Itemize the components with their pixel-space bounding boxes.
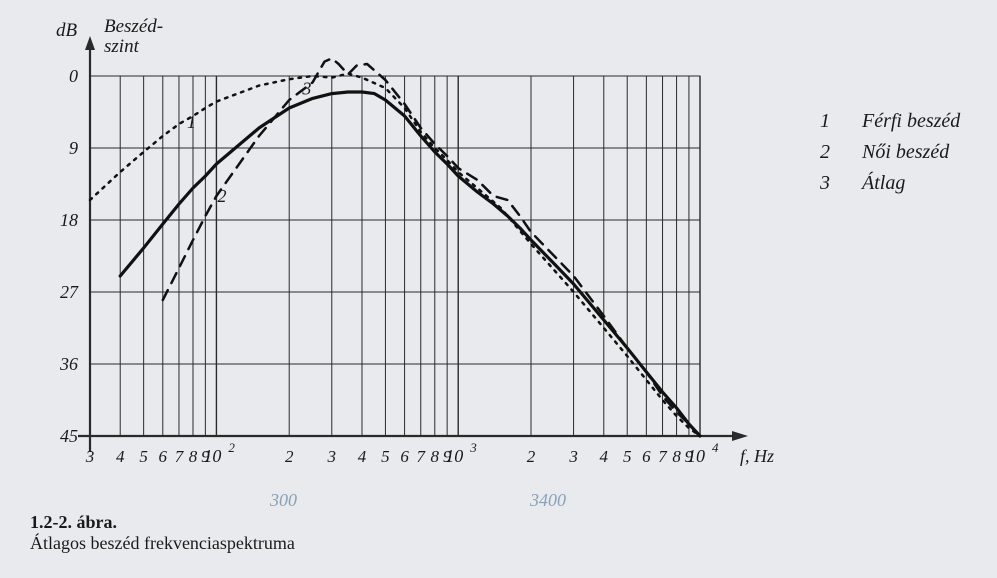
svg-text:5: 5 bbox=[623, 447, 632, 466]
chart-svg: 0918273645345678934567893456789221021031… bbox=[20, 10, 810, 510]
svg-text:szint: szint bbox=[104, 36, 140, 57]
curve-label: 2 bbox=[218, 186, 227, 206]
svg-text:3: 3 bbox=[85, 447, 95, 466]
svg-text:10: 10 bbox=[687, 446, 705, 466]
curve-label: 3 bbox=[301, 78, 311, 98]
svg-text:0: 0 bbox=[69, 66, 78, 86]
svg-text:f, Hz: f, Hz bbox=[740, 446, 774, 466]
legend-num: 2 bbox=[820, 141, 836, 164]
svg-text:2: 2 bbox=[228, 440, 235, 455]
speech-spectrum-chart: 0918273645345678934567893456789221021031… bbox=[20, 10, 810, 515]
svg-text:18: 18 bbox=[60, 210, 78, 230]
svg-text:8: 8 bbox=[189, 447, 198, 466]
svg-text:10: 10 bbox=[203, 446, 221, 466]
svg-text:6: 6 bbox=[400, 447, 409, 466]
svg-text:3: 3 bbox=[469, 440, 477, 455]
legend-item: 3 Átlag bbox=[820, 172, 960, 195]
svg-text:6: 6 bbox=[159, 447, 168, 466]
legend-num: 3 bbox=[820, 172, 836, 195]
svg-text:3: 3 bbox=[327, 447, 337, 466]
svg-text:6: 6 bbox=[642, 447, 651, 466]
curve-label: 1 bbox=[187, 112, 196, 132]
svg-text:10: 10 bbox=[445, 446, 463, 466]
figure-title: Átlagos beszéd frekvenciaspektruma bbox=[30, 533, 295, 554]
legend-label: Férfi beszéd bbox=[862, 110, 960, 133]
svg-text:3: 3 bbox=[568, 447, 578, 466]
legend-label: Átlag bbox=[862, 172, 905, 195]
figure-caption: 1.2-2. ábra. Átlagos beszéd frekvenciasp… bbox=[30, 512, 295, 554]
svg-text:4: 4 bbox=[712, 440, 719, 455]
svg-text:8: 8 bbox=[672, 447, 681, 466]
svg-text:5: 5 bbox=[381, 447, 390, 466]
svg-text:8: 8 bbox=[431, 447, 440, 466]
svg-text:9: 9 bbox=[69, 138, 78, 158]
handwritten-note: 300 bbox=[270, 490, 297, 511]
svg-text:dB: dB bbox=[56, 20, 78, 41]
legend: 1 Férfi beszéd 2 Női beszéd 3 Átlag bbox=[820, 110, 960, 203]
svg-text:27: 27 bbox=[60, 282, 79, 302]
svg-text:36: 36 bbox=[59, 354, 78, 374]
svg-text:4: 4 bbox=[116, 447, 125, 466]
svg-text:45: 45 bbox=[60, 426, 78, 446]
svg-text:7: 7 bbox=[417, 447, 427, 466]
svg-text:Beszéd-: Beszéd- bbox=[104, 16, 163, 37]
legend-item: 2 Női beszéd bbox=[820, 141, 960, 164]
legend-label: Női beszéd bbox=[862, 141, 949, 164]
legend-num: 1 bbox=[820, 110, 836, 133]
svg-text:4: 4 bbox=[358, 447, 367, 466]
svg-text:7: 7 bbox=[175, 447, 185, 466]
svg-text:5: 5 bbox=[139, 447, 148, 466]
figure-number: 1.2-2. ábra. bbox=[30, 512, 295, 533]
svg-text:7: 7 bbox=[658, 447, 668, 466]
legend-item: 1 Férfi beszéd bbox=[820, 110, 960, 133]
svg-text:2: 2 bbox=[285, 447, 294, 466]
svg-text:4: 4 bbox=[600, 447, 609, 466]
svg-text:2: 2 bbox=[527, 447, 536, 466]
handwritten-note: 3400 bbox=[530, 490, 566, 511]
